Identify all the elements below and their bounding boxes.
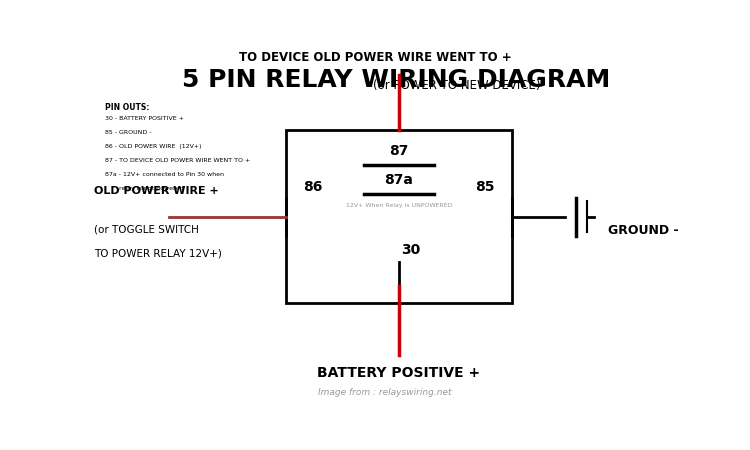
Bar xyxy=(286,130,512,303)
Text: 12V+ When Relay is UNPOWERED: 12V+ When Relay is UNPOWERED xyxy=(346,203,452,208)
Text: 30 - BATTERY POSITIVE +: 30 - BATTERY POSITIVE + xyxy=(105,117,184,122)
Text: OLD POWER WIRE +: OLD POWER WIRE + xyxy=(94,186,218,196)
Text: 86 - OLD POWER WIRE  (12V+): 86 - OLD POWER WIRE (12V+) xyxy=(105,144,202,149)
Text: GROUND -: GROUND - xyxy=(608,224,679,237)
Text: 87: 87 xyxy=(389,144,409,158)
Text: relay is not powered: relay is not powered xyxy=(105,186,184,191)
Text: (or POWER TO NEW DEVICE): (or POWER TO NEW DEVICE) xyxy=(374,79,541,92)
Text: PIN OUTS:: PIN OUTS: xyxy=(105,103,150,112)
Text: (or TOGGLE SWITCH: (or TOGGLE SWITCH xyxy=(94,224,199,234)
Text: 87a: 87a xyxy=(385,173,413,187)
Text: TO POWER RELAY 12V+): TO POWER RELAY 12V+) xyxy=(94,248,222,258)
Text: 85 - GROUND -: 85 - GROUND - xyxy=(105,130,152,135)
Text: 87a - 12V+ connected to Pin 30 when: 87a - 12V+ connected to Pin 30 when xyxy=(105,172,224,177)
Text: 5 PIN RELAY WIRING DIAGRAM: 5 PIN RELAY WIRING DIAGRAM xyxy=(182,68,610,92)
Text: 86: 86 xyxy=(303,180,322,194)
Text: BATTERY POSITIVE +: BATTERY POSITIVE + xyxy=(317,366,481,380)
Text: Image from : relayswiring.net: Image from : relayswiring.net xyxy=(318,388,452,397)
Text: TO DEVICE OLD POWER WIRE WENT TO +: TO DEVICE OLD POWER WIRE WENT TO + xyxy=(239,51,512,64)
Text: 30: 30 xyxy=(401,243,420,256)
Text: 87 - TO DEVICE OLD POWER WIRE WENT TO +: 87 - TO DEVICE OLD POWER WIRE WENT TO + xyxy=(105,158,250,163)
Text: 85: 85 xyxy=(476,180,495,194)
